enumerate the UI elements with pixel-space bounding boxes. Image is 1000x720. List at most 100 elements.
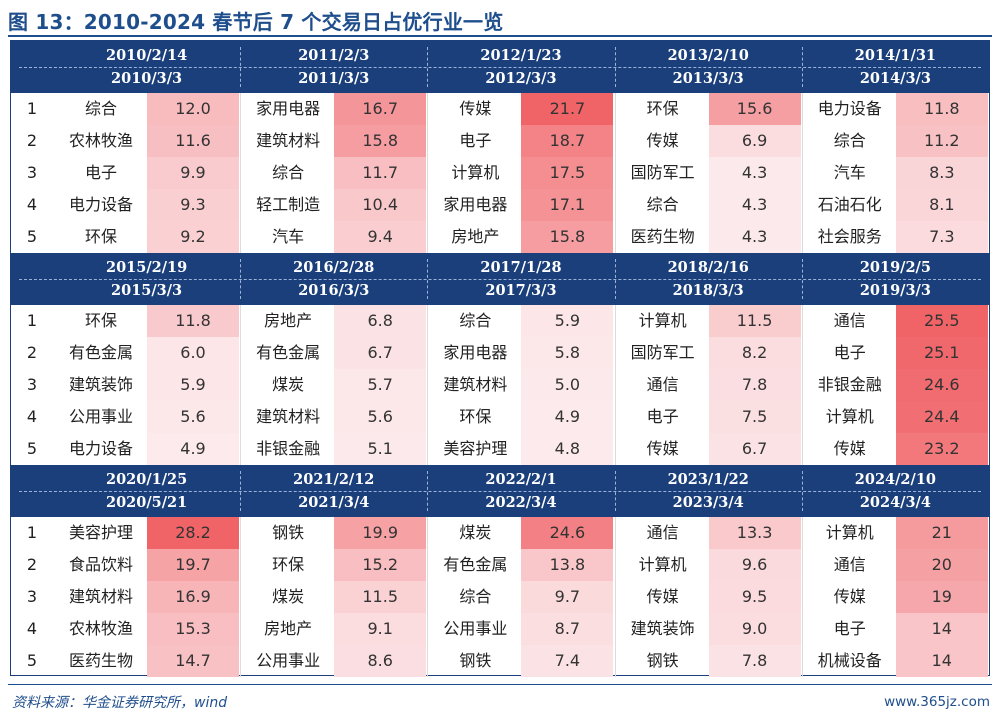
period-start-date: 2012/1/23 [480, 47, 562, 64]
period-start-date: 2021/2/12 [293, 471, 375, 488]
industry-name: 煤炭 [459, 523, 492, 542]
return-value-cell: 8.2 [708, 337, 801, 369]
period-header-cell: 2013/2/10 2013/3/3 [615, 41, 802, 93]
watermark-url: www.365jz.com [884, 694, 990, 710]
table-row: 5 医药生物 14.7 公用事业 8.6 钢铁 7.4 钢铁 7.8 机械设备 14 [11, 645, 989, 677]
return-value-cell: 5.6 [147, 401, 239, 433]
period-start-date: 2018/2/16 [667, 259, 749, 276]
industry-name: 传媒 [646, 439, 679, 458]
return-value-cell: 8.7 [521, 613, 614, 645]
table-row: 1 美容护理 28.2 钢铁 19.9 煤炭 24.6 通信 13.3 计算机 21 [11, 517, 989, 549]
rank-number: 4 [26, 195, 38, 214]
period-start-date: 2020/1/25 [105, 471, 188, 488]
return-value-cell: 15.8 [334, 125, 427, 157]
rank-number: 1 [26, 99, 38, 118]
period-start-date: 2014/1/31 [854, 47, 936, 64]
return-value-cell: 7.4 [521, 645, 614, 677]
header-column-separator [427, 471, 429, 511]
return-value-cell: 5.1 [334, 433, 427, 465]
industry-name: 计算机 [451, 163, 500, 182]
return-value-cell: 20 [895, 549, 988, 581]
period-header-cell: 2023/1/22 2023/3/4 [615, 465, 802, 517]
table-row: 2 食品饮料 19.7 环保 15.2 有色金属 13.8 计算机 9.6 通信 20 [11, 549, 989, 581]
column-separator [614, 305, 616, 465]
industry-name: 美容护理 [68, 523, 133, 542]
table-row: 5 环保 9.2 汽车 9.4 房地产 15.8 医药生物 4.3 社会服务 7.3 [11, 221, 989, 253]
industry-name: 通信 [833, 555, 866, 574]
return-value-cell: 13.3 [708, 517, 801, 549]
industry-name: 综合 [646, 195, 679, 214]
period-end-date: 2019/3/3 [859, 282, 931, 299]
return-value-cell: 11.5 [708, 305, 801, 337]
industry-name: 通信 [646, 375, 679, 394]
rank-number: 2 [26, 555, 38, 574]
table-row: 2 有色金属 6.0 有色金属 6.7 家用电器 5.8 国防军工 8.2 电子 25.1 [11, 337, 989, 369]
period-header-cell: 2021/2/12 2021/3/4 [240, 465, 427, 517]
period-header-cell: 2015/2/19 2015/3/3 [53, 253, 240, 305]
industry-name: 建筑装饰 [68, 375, 133, 394]
period-start-date: 2015/2/19 [105, 259, 188, 276]
industry-name: 综合 [459, 311, 492, 330]
return-value-cell: 4.3 [708, 189, 801, 221]
header-dashed-rule [19, 67, 981, 68]
industry-name: 综合 [459, 587, 492, 606]
industry-name: 电力设备 [817, 99, 882, 118]
return-value-cell: 11.7 [334, 157, 427, 189]
industry-name: 通信 [833, 311, 866, 330]
period-block: 2015/2/19 2015/3/3 2016/2/28 2016/3/3 2017/1… [11, 253, 989, 465]
industry-name: 农林牧渔 [68, 619, 133, 638]
period-end-date: 2013/3/3 [672, 70, 744, 87]
column-separator [427, 93, 429, 253]
return-value-cell: 6.7 [708, 433, 801, 465]
period-header-cell: 2019/2/5 2019/3/3 [802, 253, 989, 305]
return-value-cell: 17.5 [521, 157, 614, 189]
return-value-cell: 9.2 [147, 221, 239, 253]
return-value-cell: 7.8 [708, 645, 801, 677]
column-separator [801, 517, 803, 677]
industry-name: 传媒 [459, 99, 492, 118]
rank-number: 5 [26, 227, 38, 246]
header-column-separator [427, 47, 429, 87]
table-row: 4 电力设备 9.3 轻工制造 10.4 家用电器 17.1 综合 4.3 石油石化 8.1 [11, 189, 989, 221]
rank-number: 3 [26, 587, 38, 606]
return-value-cell: 23.2 [895, 433, 988, 465]
header-column-separator [801, 47, 803, 87]
industry-name: 环保 [459, 407, 492, 426]
return-value-cell: 7.5 [708, 401, 801, 433]
industry-name: 环保 [646, 99, 679, 118]
rank-number: 3 [26, 375, 38, 394]
header-dashed-rule [19, 491, 981, 492]
return-value-cell: 16.7 [334, 93, 427, 125]
return-value-cell: 11.8 [895, 93, 988, 125]
industry-name: 有色金属 [443, 555, 508, 574]
return-value-cell: 15.6 [708, 93, 801, 125]
period-end-date: 2020/5/21 [105, 494, 188, 511]
industry-name: 计算机 [638, 311, 687, 330]
column-separator [240, 93, 242, 253]
table-row: 4 农林牧渔 15.3 房地产 9.1 公用事业 8.7 建筑装饰 9.0 电子 14 [11, 613, 989, 645]
return-value-cell: 4.8 [521, 433, 614, 465]
industry-name: 电子 [646, 407, 679, 426]
return-value-cell: 5.9 [147, 369, 239, 401]
header-column-separator [614, 471, 616, 511]
return-value-cell: 9.4 [334, 221, 427, 253]
return-value-cell: 21 [895, 517, 988, 549]
industry-name: 公用事业 [443, 619, 508, 638]
industry-name: 综合 [833, 131, 866, 150]
period-start-date: 2024/2/10 [854, 471, 936, 488]
period-end-date: 2024/3/4 [859, 494, 931, 511]
return-value-cell: 8.1 [895, 189, 988, 221]
period-block: 2010/2/14 2010/3/3 2011/2/3 2011/3/3 2012/1/… [11, 41, 989, 253]
industry-name: 综合 [272, 163, 305, 182]
industry-name: 计算机 [825, 523, 874, 542]
industry-name: 食品饮料 [68, 555, 133, 574]
column-separator [427, 517, 429, 677]
period-block: 2020/1/25 2020/5/21 2021/2/12 2021/3/4 2022/… [11, 465, 989, 677]
figure-title: 图 13：2010-2024 春节后 7 个交易日占优行业一览 [8, 10, 504, 34]
rank-number: 5 [26, 651, 38, 670]
return-value-cell: 13.8 [521, 549, 614, 581]
table-row: 5 电力设备 4.9 非银金融 5.1 美容护理 4.8 传媒 6.7 传媒 23.2 [11, 433, 989, 465]
return-value-cell: 19.7 [147, 549, 239, 581]
source-note: 资料来源：华金证券研究所，wind [12, 695, 228, 711]
return-value-cell: 5.6 [334, 401, 427, 433]
